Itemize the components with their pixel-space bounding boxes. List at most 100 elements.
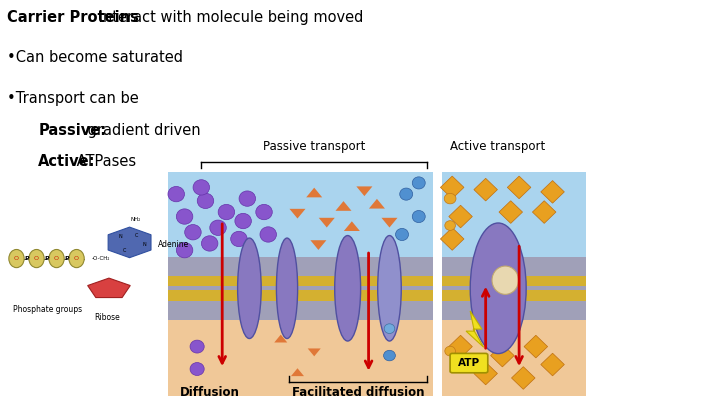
Polygon shape <box>541 353 564 376</box>
Text: ATP: ATP <box>458 358 480 368</box>
Bar <box>442 320 586 396</box>
Text: Adenine: Adenine <box>158 240 189 249</box>
Ellipse shape <box>400 188 413 200</box>
Text: Membr.: Membr. <box>598 136 676 155</box>
Ellipse shape <box>384 350 395 361</box>
Text: N: N <box>143 242 146 247</box>
Polygon shape <box>336 201 351 211</box>
Ellipse shape <box>492 266 518 295</box>
Text: -O-CH₂: -O-CH₂ <box>91 256 109 261</box>
Polygon shape <box>449 205 472 228</box>
Ellipse shape <box>470 223 526 354</box>
Polygon shape <box>524 335 548 358</box>
Polygon shape <box>306 187 323 198</box>
Ellipse shape <box>378 236 401 341</box>
Ellipse shape <box>168 187 184 202</box>
Text: N: N <box>119 234 122 239</box>
Text: Passive transport: Passive transport <box>263 140 365 153</box>
Text: Ribose: Ribose <box>94 313 120 322</box>
Text: Carrier Proteins: Carrier Proteins <box>7 10 139 25</box>
Ellipse shape <box>444 194 456 204</box>
Text: Active transport: Active transport <box>450 140 545 153</box>
Text: Phys.:: Phys.: <box>598 103 663 122</box>
Polygon shape <box>499 201 523 223</box>
Text: O: O <box>34 256 39 261</box>
Ellipse shape <box>49 249 64 268</box>
Polygon shape <box>441 228 464 250</box>
Text: C: C <box>123 248 127 253</box>
Ellipse shape <box>238 238 261 339</box>
Polygon shape <box>369 199 385 208</box>
Ellipse shape <box>445 346 456 356</box>
Ellipse shape <box>335 236 361 341</box>
Polygon shape <box>474 178 498 201</box>
Ellipse shape <box>202 236 218 251</box>
Polygon shape <box>319 218 335 227</box>
Text: Potent.: Potent. <box>598 168 675 187</box>
Polygon shape <box>382 218 397 227</box>
Text: Diffusion: Diffusion <box>180 386 240 399</box>
Ellipse shape <box>276 238 297 339</box>
Polygon shape <box>511 367 535 389</box>
Text: Phosphate groups: Phosphate groups <box>12 305 81 314</box>
Polygon shape <box>508 176 531 199</box>
Polygon shape <box>490 344 514 367</box>
Ellipse shape <box>190 340 204 353</box>
Polygon shape <box>307 348 320 356</box>
Bar <box>442 257 586 320</box>
Bar <box>168 172 433 257</box>
Polygon shape <box>310 240 326 250</box>
Ellipse shape <box>69 249 84 268</box>
Ellipse shape <box>413 210 426 223</box>
Ellipse shape <box>193 180 210 195</box>
Polygon shape <box>449 335 472 358</box>
Bar <box>168 320 433 396</box>
Ellipse shape <box>413 177 426 189</box>
Ellipse shape <box>384 324 395 334</box>
Ellipse shape <box>190 362 204 375</box>
Text: P: P <box>64 256 69 261</box>
Text: Passive:: Passive: <box>38 123 107 138</box>
FancyBboxPatch shape <box>450 354 487 373</box>
Ellipse shape <box>230 231 247 246</box>
Bar <box>168 290 433 301</box>
Ellipse shape <box>176 242 193 258</box>
Bar <box>442 290 586 301</box>
Polygon shape <box>108 227 151 258</box>
Ellipse shape <box>197 193 214 208</box>
Text: Human: Human <box>598 71 672 90</box>
Text: Interact with molecule being moved: Interact with molecule being moved <box>94 10 364 25</box>
Text: 022118: 022118 <box>598 6 676 25</box>
Polygon shape <box>466 311 484 347</box>
Polygon shape <box>344 221 360 231</box>
Text: Facilitated diffusion: Facilitated diffusion <box>292 386 424 399</box>
Ellipse shape <box>176 209 193 224</box>
Polygon shape <box>291 368 304 376</box>
Text: P: P <box>24 256 29 261</box>
Text: •Can become saturated: •Can become saturated <box>7 50 183 65</box>
Text: O: O <box>54 256 59 261</box>
Polygon shape <box>474 362 498 385</box>
Ellipse shape <box>395 228 408 240</box>
Polygon shape <box>532 201 556 223</box>
Text: P: P <box>44 256 49 261</box>
Polygon shape <box>274 335 287 343</box>
Text: gradient driven: gradient driven <box>83 123 201 138</box>
Text: Dynam.: Dynam. <box>598 201 678 220</box>
Polygon shape <box>541 181 564 203</box>
Ellipse shape <box>210 220 226 236</box>
Text: ATPases: ATPases <box>72 154 136 168</box>
Ellipse shape <box>9 249 24 268</box>
Text: NH₂: NH₂ <box>130 217 140 222</box>
Ellipse shape <box>445 221 456 230</box>
Text: C: C <box>135 233 138 238</box>
Ellipse shape <box>256 204 272 220</box>
Ellipse shape <box>218 204 235 220</box>
Ellipse shape <box>239 191 256 206</box>
Text: Pt. 1: Pt. 1 <box>598 234 647 253</box>
Text: O: O <box>74 256 79 261</box>
Text: O: O <box>14 256 19 261</box>
Polygon shape <box>441 176 464 199</box>
Polygon shape <box>289 209 305 219</box>
Bar <box>442 276 586 286</box>
